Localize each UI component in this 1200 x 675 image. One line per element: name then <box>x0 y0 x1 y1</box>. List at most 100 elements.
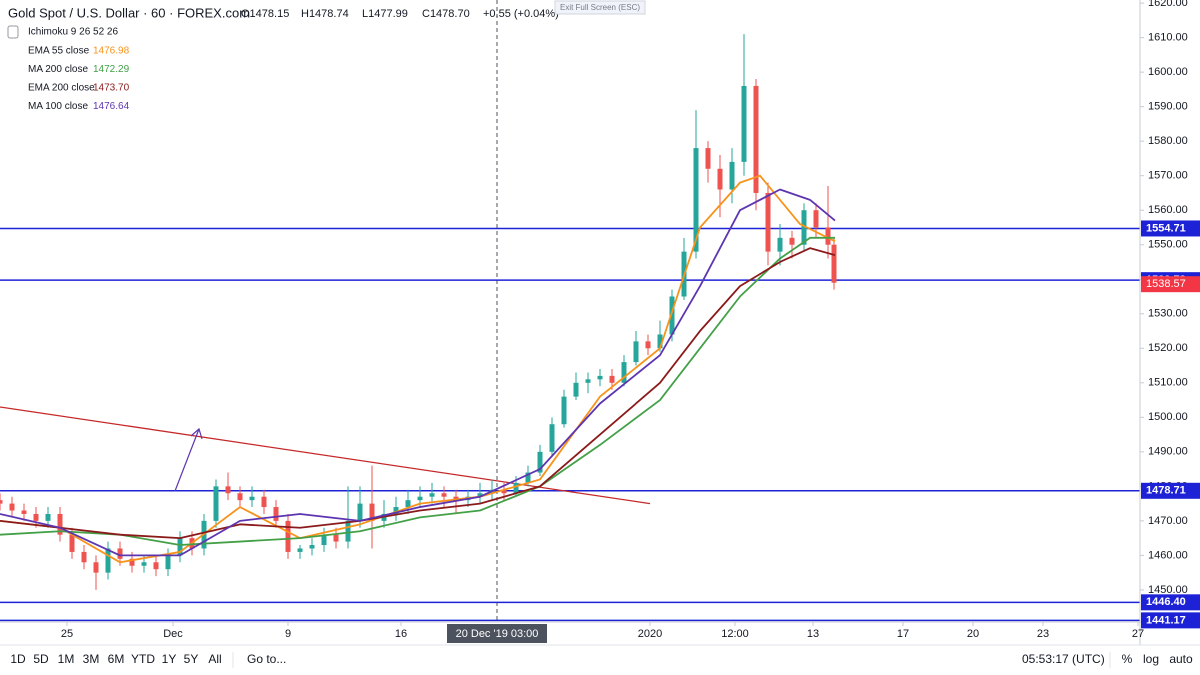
candle-body <box>177 538 183 556</box>
candle-body <box>297 548 303 552</box>
candle-body <box>645 341 651 349</box>
x-tick-label: 23 <box>1037 628 1049 640</box>
candle-body <box>525 472 531 483</box>
scale-option[interactable]: auto <box>1169 652 1193 666</box>
candle-body <box>753 85 759 193</box>
range-button[interactable]: 5D <box>33 652 49 666</box>
exit-fullscreen-label[interactable]: Exit Full Screen (ESC) <box>560 3 640 12</box>
y-tick-label: 1470.00 <box>1148 515 1188 527</box>
y-tick-label: 1450.00 <box>1148 584 1188 596</box>
y-tick-label: 1530.00 <box>1148 308 1188 320</box>
candle-body <box>261 496 267 508</box>
candle-body <box>69 534 75 552</box>
candle-body <box>633 341 639 363</box>
candle-body <box>9 503 15 511</box>
level-price-box <box>1141 612 1200 629</box>
candle-body <box>693 148 699 252</box>
goto-button[interactable]: Go to... <box>247 652 286 666</box>
candle-body <box>561 396 567 425</box>
level-price-label: 1478.71 <box>1146 485 1186 497</box>
candle-body <box>345 520 351 542</box>
candle-body <box>657 334 663 349</box>
range-button[interactable]: 6M <box>108 652 125 666</box>
trendline <box>0 406 651 505</box>
exit-fullscreen-button[interactable] <box>554 0 646 15</box>
y-tick-label: 1500.00 <box>1148 411 1188 423</box>
candle-body <box>441 493 447 497</box>
candle-body <box>129 558 135 566</box>
candle-body <box>585 379 591 383</box>
collapse-toggle[interactable] <box>7 25 19 39</box>
range-button[interactable]: All <box>208 652 221 666</box>
level-price-label: 1441.17 <box>1146 614 1186 626</box>
crosshair-time-label: 20 Dec '19 03:00 <box>456 628 539 640</box>
y-tick-label: 1590.00 <box>1148 101 1188 113</box>
y-tick-label: 1600.00 <box>1148 66 1188 78</box>
candle-body <box>249 496 255 501</box>
range-button[interactable]: 1Y <box>162 652 177 666</box>
legend-name: EMA 55 close <box>28 46 90 57</box>
ohlc-value: O1478.15 <box>241 8 289 20</box>
range-button[interactable]: YTD <box>131 652 155 666</box>
candle-body <box>573 382 579 397</box>
candle-body <box>429 493 435 497</box>
scale-option[interactable]: % <box>1122 652 1133 666</box>
candle-body <box>417 496 423 501</box>
annotation-arrow <box>174 428 200 492</box>
candle-body <box>621 362 627 383</box>
ohlc-value: L1477.99 <box>362 8 408 20</box>
annotation-arrow-head <box>190 427 203 440</box>
y-tick-label: 1550.00 <box>1148 239 1188 251</box>
crosshair-time-box <box>447 624 547 643</box>
level-price-label: 1554.71 <box>1146 222 1186 234</box>
candle-body <box>765 192 771 252</box>
candle-body <box>741 85 747 162</box>
range-button[interactable]: 1M <box>58 652 75 666</box>
range-button[interactable]: 1D <box>10 652 26 666</box>
level-price-box <box>1141 220 1200 237</box>
candle-body <box>81 551 87 563</box>
x-tick-label: 17 <box>897 628 909 640</box>
ma-line <box>0 247 836 540</box>
range-button[interactable]: 5Y <box>184 652 199 666</box>
last-price-box <box>1141 276 1200 293</box>
candle-body <box>21 510 27 514</box>
candle-body <box>357 503 363 521</box>
candle-body <box>405 500 411 508</box>
symbol-title: Gold Spot / U.S. Dollar · 60 · FOREX.com <box>8 5 250 20</box>
y-tick-label: 1490.00 <box>1148 446 1188 458</box>
candle-body <box>141 562 147 566</box>
candle-body <box>669 296 675 335</box>
candle-body <box>393 507 399 514</box>
x-tick-label: 12:00 <box>721 628 749 640</box>
scale-option[interactable]: log <box>1143 652 1159 666</box>
candle-body <box>609 375 615 383</box>
candle-body <box>57 513 63 535</box>
candle-body <box>777 237 783 252</box>
ohlc-value: C1478.70 <box>422 8 470 20</box>
y-tick-label: 1620.00 <box>1148 0 1188 9</box>
candle-body <box>153 562 159 570</box>
change-value: +0.55 (+0.04%) <box>483 8 559 20</box>
candle-body <box>549 424 555 452</box>
x-tick-label: Dec <box>163 628 183 640</box>
bottom-toolbar: 1D 5D 1M 3M 6M YTD 1Y 5Y All Go to... 05:53:17 (UT… <box>10 652 1193 668</box>
candle-body <box>0 500 3 504</box>
x-tick-label: 9 <box>285 628 291 640</box>
candle-body <box>225 486 231 494</box>
candle-body <box>501 489 507 494</box>
legend-name: EMA 200 close <box>28 83 95 94</box>
legend-value: 1476.98 <box>93 46 130 57</box>
candle-body <box>801 210 807 245</box>
range-button[interactable]: 3M <box>83 652 100 666</box>
x-tick-label: 27 <box>1132 628 1144 640</box>
last-price-label: 1538.57 <box>1146 278 1186 290</box>
x-tick-label: 13 <box>807 628 819 640</box>
candle-body <box>165 555 171 570</box>
legend: EMA 55 close 1476.98 MA 200 close 1472.29 EM… <box>28 46 130 113</box>
ohlc-readout: O1478.15 H1478.74 L1477.99 C1478.70 +0.55 (+… <box>241 8 559 20</box>
y-tick-label: 1510.00 <box>1148 377 1188 389</box>
y-tick-label: 1580.00 <box>1148 135 1188 147</box>
